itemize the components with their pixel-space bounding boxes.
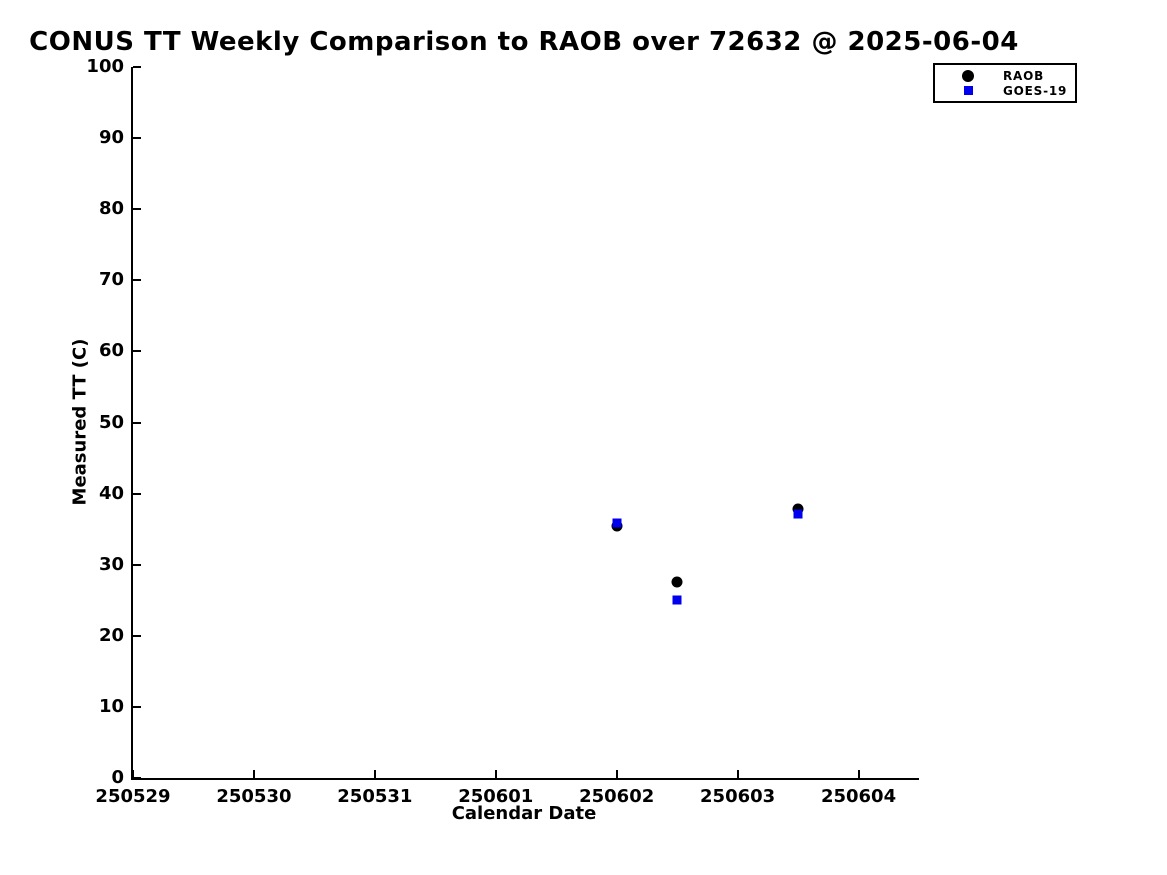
x-axis-label: Calendar Date bbox=[451, 803, 597, 824]
x-tick-label: 250604 bbox=[820, 786, 897, 807]
legend-item-goes-19: GOES-19 bbox=[935, 83, 1075, 98]
y-tick-mark bbox=[133, 137, 141, 140]
y-tick-label: 70 bbox=[98, 269, 124, 291]
chart-title: CONUS TT Weekly Comparison to RAOB over … bbox=[29, 27, 1019, 57]
x-tick-label: 250529 bbox=[95, 786, 171, 807]
y-tick-label: 40 bbox=[98, 482, 124, 504]
y-tick-label: 80 bbox=[98, 198, 124, 220]
x-tick-mark bbox=[857, 770, 860, 778]
y-tick-label: 10 bbox=[98, 695, 124, 717]
x-tick-label: 250601 bbox=[458, 786, 534, 807]
x-tick-mark bbox=[373, 770, 376, 778]
y-tick-mark bbox=[133, 66, 141, 68]
y-tick-label: 20 bbox=[98, 624, 124, 646]
y-tick-mark bbox=[133, 492, 141, 495]
y-tick-mark bbox=[133, 563, 141, 566]
circle-marker-icon bbox=[961, 69, 975, 82]
y-tick-mark bbox=[133, 208, 141, 211]
data-point-goes-19 bbox=[612, 518, 622, 528]
y-tick-mark bbox=[133, 279, 141, 282]
x-tick-mark bbox=[132, 770, 134, 778]
x-tick-label: 250530 bbox=[216, 786, 292, 807]
legend-label-raob: RAOB bbox=[1003, 68, 1045, 83]
y-tick-label: 50 bbox=[98, 411, 124, 433]
plot-area: 0 10 20 30 40 50 60 70 80 90 100 250529 250530 250531… bbox=[86, 56, 919, 807]
legend-label-goes-19: GOES-19 bbox=[1003, 83, 1068, 98]
y-tick-mark bbox=[133, 777, 141, 779]
x-tick-mark bbox=[494, 770, 497, 778]
legend: RAOB GOES-19 bbox=[933, 63, 1077, 103]
square-marker-icon bbox=[961, 86, 975, 95]
x-tick-label: 250602 bbox=[579, 786, 655, 807]
square-glyph bbox=[963, 86, 973, 95]
x-tick-mark bbox=[615, 770, 618, 778]
y-tick-mark bbox=[133, 705, 141, 708]
y-tick-label: 90 bbox=[98, 127, 124, 149]
legend-item-raob: RAOB bbox=[935, 68, 1075, 83]
data-point-goes-19 bbox=[793, 509, 803, 518]
x-tick-label: 250603 bbox=[700, 786, 776, 807]
y-axis-label: Measured TT (C) bbox=[69, 338, 91, 506]
data-point-raob bbox=[671, 576, 683, 588]
y-tick-label: 0 bbox=[111, 767, 124, 789]
x-tick-mark bbox=[736, 770, 739, 778]
y-tick-mark bbox=[133, 634, 141, 637]
y-tick-mark bbox=[133, 350, 141, 353]
circle-glyph bbox=[962, 69, 974, 82]
x-tick-mark bbox=[252, 770, 255, 778]
data-point-goes-19 bbox=[672, 595, 682, 605]
y-tick-label: 100 bbox=[86, 56, 124, 78]
y-tick-mark bbox=[133, 421, 141, 424]
x-tick-label: 250531 bbox=[337, 786, 413, 807]
y-tick-label: 60 bbox=[98, 340, 124, 362]
y-tick-label: 30 bbox=[98, 553, 124, 575]
